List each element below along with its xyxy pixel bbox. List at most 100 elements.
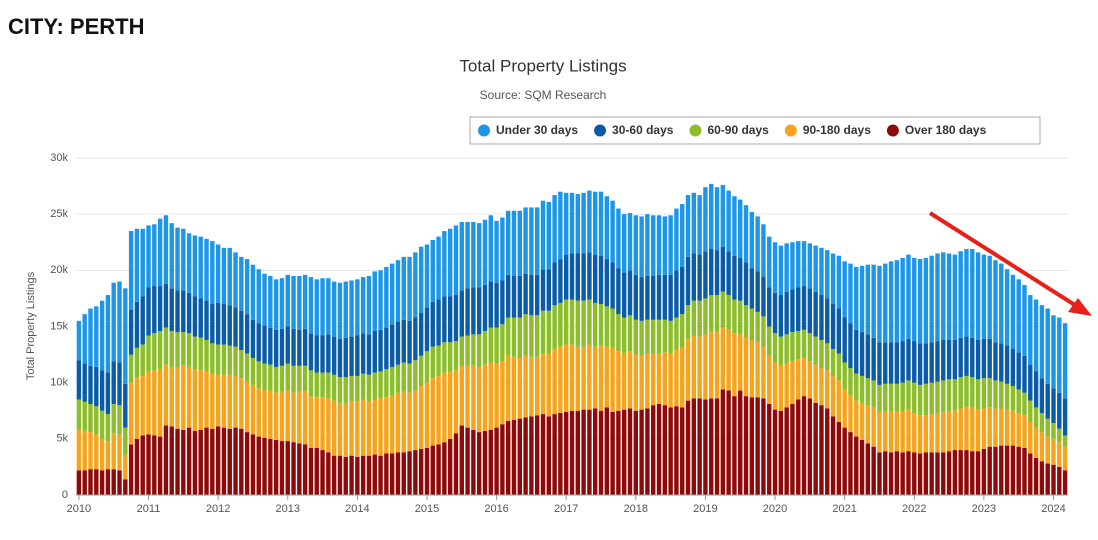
bar-segment bbox=[239, 378, 244, 429]
bar-segment bbox=[952, 410, 958, 451]
bar-segment bbox=[181, 290, 186, 333]
bar-segment bbox=[761, 224, 766, 278]
bar-segment bbox=[407, 392, 412, 452]
bar-segment bbox=[1016, 352, 1021, 390]
bar-segment bbox=[1022, 284, 1027, 356]
bar-segment bbox=[511, 210, 517, 276]
bar-segment bbox=[221, 304, 227, 345]
bar-segment bbox=[436, 375, 441, 445]
bar-segment bbox=[465, 427, 470, 495]
bar-segment bbox=[1062, 470, 1068, 495]
bar-segment bbox=[314, 372, 319, 398]
bar-segment bbox=[430, 301, 435, 347]
bar-segment bbox=[418, 448, 424, 495]
bar-segment bbox=[796, 399, 801, 495]
bar-segment bbox=[384, 327, 389, 370]
bar-segment bbox=[291, 442, 296, 495]
bar-segment bbox=[842, 427, 847, 495]
bar-segment bbox=[320, 278, 325, 336]
bar-segment bbox=[830, 348, 836, 376]
bar-segment bbox=[465, 335, 470, 366]
bar-segment bbox=[505, 317, 511, 356]
bar-segment bbox=[854, 436, 859, 495]
bar-segment bbox=[82, 314, 87, 364]
bar-segment bbox=[279, 328, 285, 366]
bar-segment bbox=[76, 470, 82, 495]
bar-segment bbox=[958, 450, 963, 495]
bar-segment bbox=[796, 241, 801, 288]
bar-segment bbox=[407, 451, 412, 495]
bar-segment bbox=[807, 288, 813, 334]
bar-segment bbox=[250, 357, 256, 385]
bar-segment bbox=[633, 274, 639, 320]
bar-segment bbox=[349, 375, 354, 402]
bar-segment bbox=[680, 407, 685, 495]
bar-segment bbox=[140, 228, 145, 297]
bar-segment bbox=[720, 246, 726, 292]
bar-segment bbox=[285, 326, 290, 364]
bar-segment bbox=[923, 383, 929, 416]
bar-segment bbox=[494, 363, 499, 428]
bar-segment bbox=[297, 329, 302, 366]
bar-segment bbox=[732, 196, 737, 256]
bar-segment bbox=[790, 289, 795, 333]
bar-segment bbox=[175, 366, 180, 429]
bar-segment bbox=[244, 314, 250, 354]
bar-segment bbox=[569, 410, 575, 495]
bar-segment bbox=[1051, 388, 1056, 424]
bar-segment bbox=[743, 396, 749, 495]
bar-segment bbox=[987, 378, 992, 408]
bar-segment bbox=[128, 309, 134, 355]
bar-segment bbox=[912, 341, 917, 383]
bar-segment bbox=[999, 343, 1004, 382]
bar-segment bbox=[714, 295, 720, 333]
bar-segment bbox=[378, 371, 383, 399]
bar-segment bbox=[273, 329, 279, 367]
bar-segment bbox=[152, 370, 157, 436]
bar-segment bbox=[651, 319, 656, 354]
bar-segment bbox=[99, 438, 105, 471]
bar-segment bbox=[343, 456, 348, 495]
x-tick-label: 2020 bbox=[763, 503, 787, 515]
bar-segment bbox=[772, 292, 778, 334]
bar-segment bbox=[598, 304, 604, 346]
bar-segment bbox=[302, 274, 308, 329]
bar-segment bbox=[865, 443, 871, 495]
bar-segment bbox=[105, 372, 111, 415]
bar-segment bbox=[192, 296, 198, 337]
bar-segment bbox=[604, 346, 610, 408]
bar-segment bbox=[488, 327, 493, 363]
bar-segment bbox=[767, 236, 772, 288]
bar-segment bbox=[482, 364, 488, 431]
bar-segment bbox=[273, 279, 279, 330]
bar-segment bbox=[575, 346, 581, 411]
bar-segment bbox=[395, 392, 401, 453]
bar-segment bbox=[360, 399, 366, 456]
bar-segment bbox=[401, 362, 406, 392]
bar-segment bbox=[465, 365, 470, 428]
bar-segment bbox=[975, 409, 981, 452]
bar-segment bbox=[76, 429, 82, 471]
bar-segment bbox=[749, 308, 755, 340]
bar-segment bbox=[534, 315, 540, 357]
bar-segment bbox=[198, 337, 203, 371]
bar-segment bbox=[1057, 317, 1062, 393]
bar-segment bbox=[633, 354, 639, 411]
bar-segment bbox=[738, 257, 743, 301]
bar-segment bbox=[674, 208, 679, 271]
bar-segment bbox=[929, 255, 934, 343]
bar-segment bbox=[117, 281, 122, 363]
bar-segment bbox=[210, 373, 215, 429]
bar-segment bbox=[239, 350, 244, 379]
bar-segment bbox=[123, 455, 128, 480]
bar-segment bbox=[1039, 305, 1045, 379]
bar-segment bbox=[349, 455, 354, 495]
bar-segment bbox=[111, 404, 116, 434]
bar-segment bbox=[227, 247, 232, 306]
legend-label: Over 180 days bbox=[905, 123, 987, 137]
legend-marker bbox=[689, 124, 702, 137]
bar-segment bbox=[413, 360, 418, 391]
bar-segment bbox=[279, 391, 285, 442]
bar-segment bbox=[314, 447, 319, 495]
bar-segment bbox=[326, 278, 331, 335]
